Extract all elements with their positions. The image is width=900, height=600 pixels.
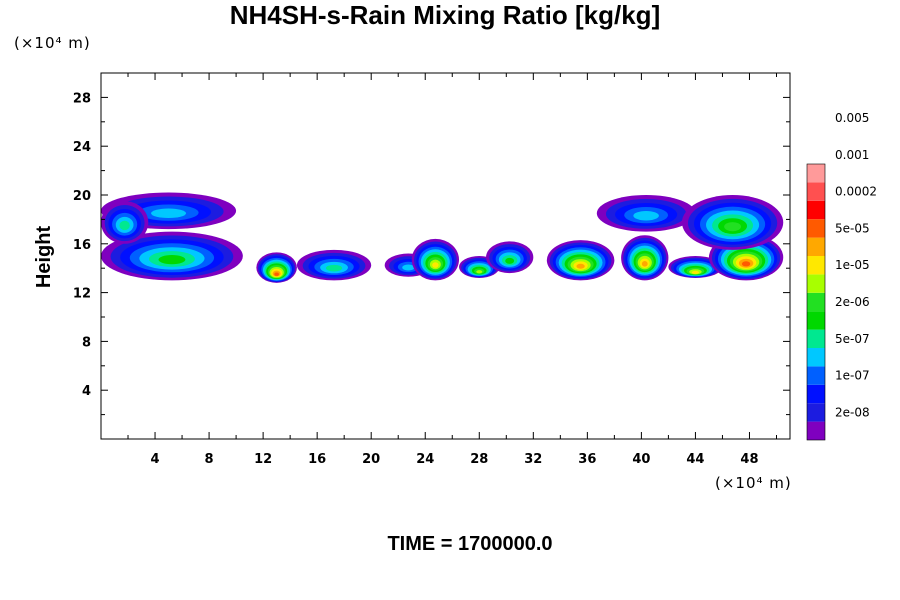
colorbar-frame xyxy=(806,163,826,441)
colorbar-swatch xyxy=(807,366,825,385)
colorbar-label: 0.001 xyxy=(835,148,869,162)
x-unit-label: (×10⁴ m) xyxy=(715,474,792,492)
x-tick-label: 24 xyxy=(416,452,434,467)
chart-title: NH4SH-s-Rain Mixing Ratio [kg/kg] xyxy=(230,0,660,30)
colorbar-swatch xyxy=(807,348,825,367)
contour-region xyxy=(101,201,149,244)
colorbar-label: 2e-06 xyxy=(835,295,870,309)
contour-band xyxy=(402,264,415,271)
x-tick-label: 40 xyxy=(632,452,650,467)
x-tick-label: 28 xyxy=(470,452,488,467)
contour-band xyxy=(151,208,187,219)
contour-band xyxy=(724,222,742,232)
contour-region xyxy=(486,241,534,274)
colorbar-swatch xyxy=(807,219,825,238)
colorbar-label: 1e-05 xyxy=(835,258,870,272)
colorbar-swatch xyxy=(807,384,825,404)
contour-band xyxy=(476,270,483,274)
x-tick-label: 48 xyxy=(740,452,758,467)
contour-band xyxy=(641,261,648,267)
colorbar-swatch xyxy=(807,292,825,312)
colorbar-label: 5e-05 xyxy=(835,221,870,235)
contour-band xyxy=(691,270,700,274)
contour-region xyxy=(296,249,372,281)
plot-frame xyxy=(100,72,791,440)
contour-region xyxy=(256,252,297,283)
contour-region xyxy=(411,238,460,281)
colorbar-swatch xyxy=(807,329,825,348)
y-tick-label: 4 xyxy=(82,384,91,399)
colorbar-swatch xyxy=(807,164,825,183)
contour-region xyxy=(621,235,669,281)
y-tick-label: 16 xyxy=(73,238,91,253)
x-tick-label: 20 xyxy=(362,452,380,467)
contour-region xyxy=(681,195,784,250)
colorbar-swatch xyxy=(807,200,825,220)
contour-band xyxy=(274,272,279,276)
colorbar-label: 1e-07 xyxy=(835,369,870,383)
contour-band xyxy=(432,262,439,268)
colorbar-label: 5e-07 xyxy=(835,332,870,346)
contour-band xyxy=(576,263,585,269)
y-tick-label: 20 xyxy=(73,189,91,204)
contour-band xyxy=(158,254,186,265)
y-tick-label: 24 xyxy=(73,140,91,155)
colorbar-label: 0.005 xyxy=(835,111,869,125)
contour-band xyxy=(741,261,751,267)
contour-band xyxy=(505,257,515,264)
colorbar-label: 2e-08 xyxy=(835,405,870,419)
contour-band xyxy=(633,210,659,221)
y-tick-label: 28 xyxy=(73,91,91,106)
time-label: TIME = 1700000.0 xyxy=(387,533,552,555)
y-tick-label: 12 xyxy=(73,287,91,302)
contour-band xyxy=(325,264,343,272)
x-tick-label: 8 xyxy=(205,452,214,467)
x-tick-label: 32 xyxy=(524,452,542,467)
contour-field xyxy=(101,192,784,283)
colorbar-swatch xyxy=(807,274,825,293)
x-tick-label: 12 xyxy=(254,452,272,467)
contour-region xyxy=(596,195,696,232)
contour-region xyxy=(546,240,615,281)
colorbar-swatch xyxy=(807,311,825,330)
colorbar-swatch xyxy=(807,237,825,256)
y-axis-label: Height xyxy=(33,226,55,289)
y-unit-label: (×10⁴ m) xyxy=(14,34,91,52)
colorbar-swatch xyxy=(807,256,825,275)
x-tick-label: 36 xyxy=(578,452,596,467)
y-tick-label: 8 xyxy=(82,335,91,350)
colorbar-swatch xyxy=(807,421,825,440)
colorbar: 2e-08 1e-07 5e-07 2e-06 1e-05 5e-05 0.0002 0.00… xyxy=(806,111,877,441)
colorbar-swatch xyxy=(807,182,825,201)
x-tick-label: 44 xyxy=(686,452,704,467)
colorbar-swatch xyxy=(807,403,825,422)
x-tick-label: 4 xyxy=(151,452,160,467)
contour-band xyxy=(119,220,130,231)
contour-region xyxy=(101,231,243,281)
colorbar-label: 0.0002 xyxy=(835,185,877,199)
x-tick-label: 16 xyxy=(308,452,326,467)
contour-region xyxy=(668,256,723,278)
